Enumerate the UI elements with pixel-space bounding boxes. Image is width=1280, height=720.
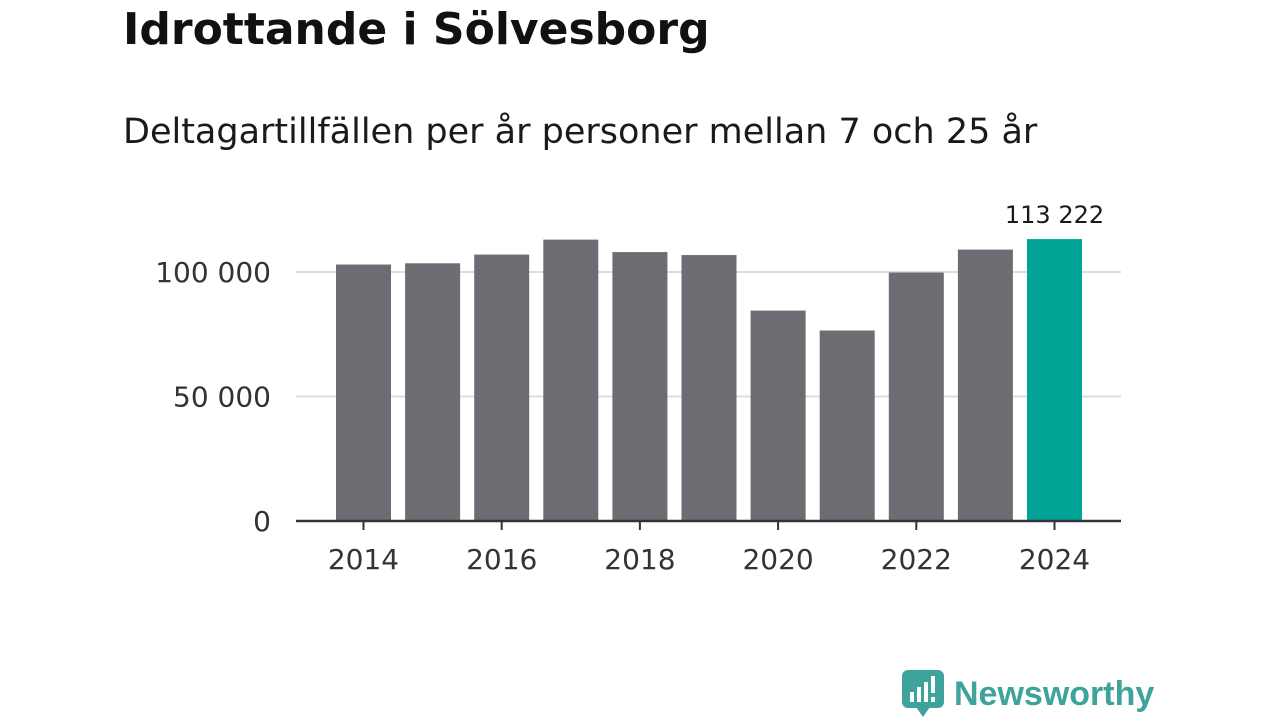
- x-tick-label: 2016: [466, 543, 537, 576]
- x-tick-label: 2020: [742, 543, 813, 576]
- bar-2020: [750, 310, 806, 521]
- chart-subtitle: Deltagartillfällen per år personer mella…: [123, 112, 1038, 152]
- bar-2018: [612, 252, 668, 521]
- bar-2024: [1027, 239, 1082, 522]
- x-tick-label: 2018: [604, 543, 675, 576]
- x-tick-label: 2024: [1019, 543, 1090, 576]
- bar-value-label: 113 222: [1005, 201, 1104, 229]
- bar-2015: [405, 263, 461, 521]
- y-tick-label: 100 000: [155, 256, 271, 289]
- chart-title: Idrottande i Sölvesborg: [123, 4, 710, 55]
- bar-2016: [474, 254, 530, 521]
- y-tick-label: 50 000: [173, 381, 271, 414]
- x-tick-label: 2022: [881, 543, 952, 576]
- brand-footer: Newsworthy: [902, 670, 1154, 718]
- bar-2021: [819, 330, 875, 521]
- y-tick-label: 0: [253, 505, 271, 538]
- x-tick-label: 2014: [328, 543, 399, 576]
- bar-2023: [957, 249, 1013, 521]
- bar-2019: [681, 255, 737, 521]
- newsworthy-logo-icon: [902, 670, 944, 717]
- bar-2017: [543, 239, 599, 521]
- bar-2014: [336, 264, 391, 521]
- brand-name: Newsworthy: [954, 674, 1155, 713]
- bar-2022: [888, 272, 944, 521]
